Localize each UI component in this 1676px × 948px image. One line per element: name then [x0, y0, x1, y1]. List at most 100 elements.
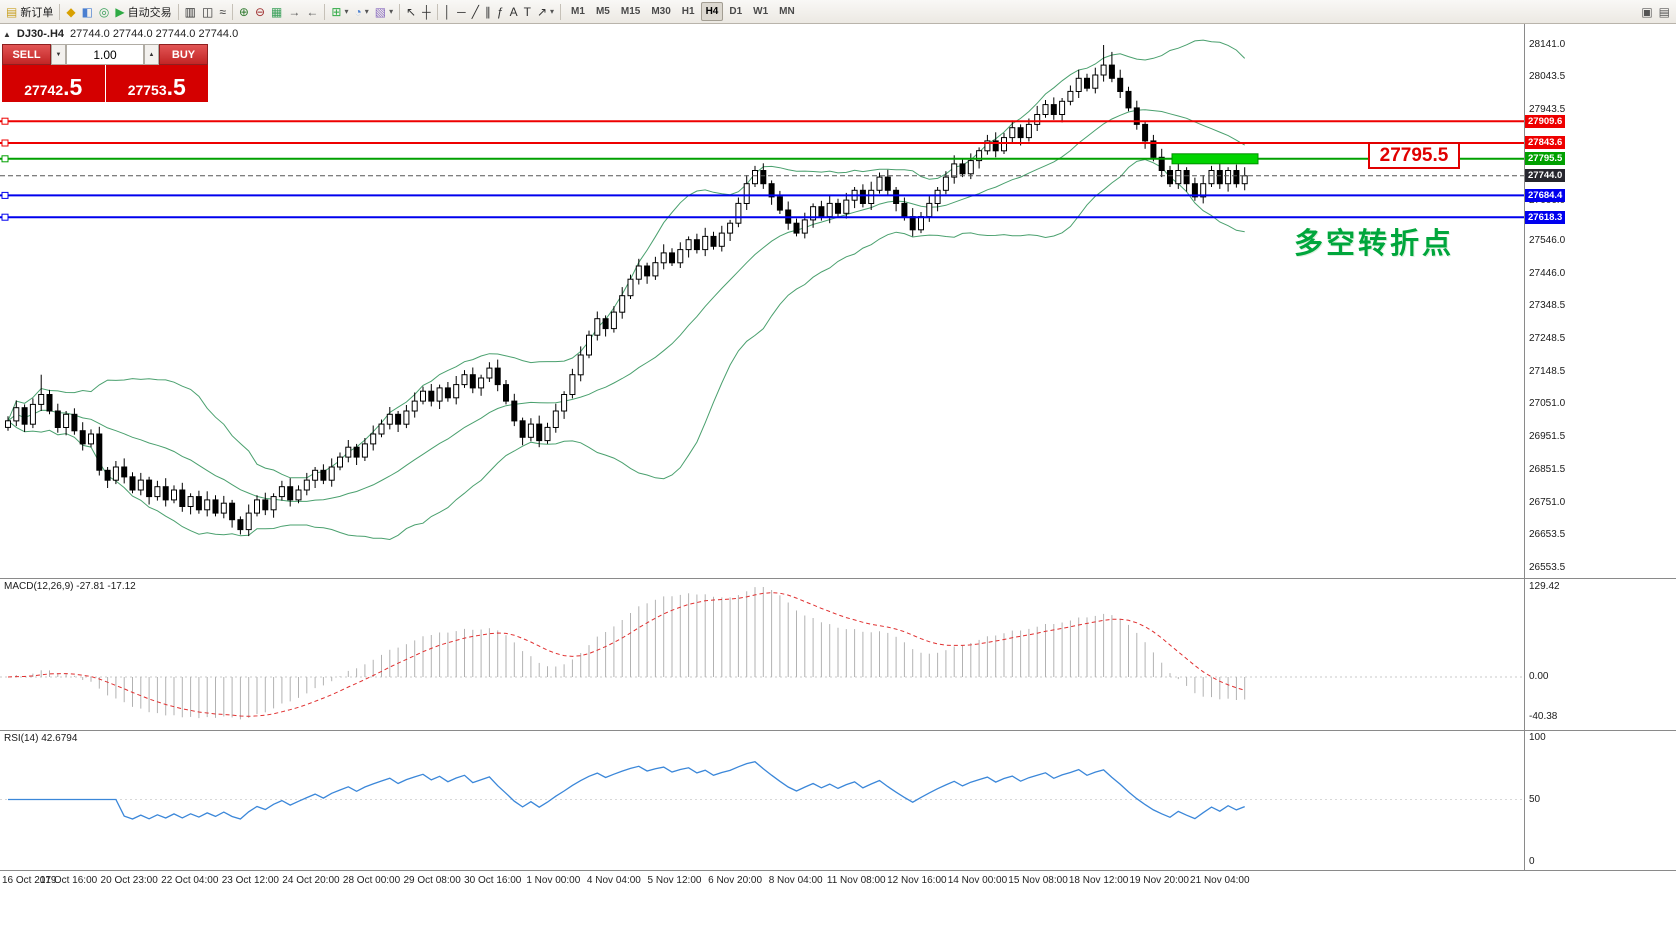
arrange-windows-button[interactable]: ▤	[1656, 2, 1673, 22]
bollinger-upper-band[interactable]	[7, 39, 1246, 479]
main-chart-panel: ▲ DJ30-.H4 27744.0 27744.0 27744.0 27744…	[0, 24, 1676, 578]
trendline-button[interactable]: ╱	[469, 2, 482, 22]
support-line-1-handle[interactable]	[1, 191, 9, 199]
cursor-button[interactable]: ↖	[403, 2, 419, 22]
trend-annotation[interactable]: 多空转折点	[1294, 228, 1455, 260]
price-callout[interactable]: 27795.5	[1368, 142, 1460, 169]
timeframe-group: M1 M5 M15 M30 H1 H4 D1 W1 MN	[566, 2, 800, 21]
macd-canvas[interactable]	[0, 579, 1524, 731]
price-tag-27795.5: 27795.5	[1525, 152, 1566, 166]
price-axis-label: 26751.0	[1529, 496, 1566, 508]
one-click-toggle-icon[interactable]: ▲	[3, 29, 11, 39]
resistance-line-1-handle[interactable]	[1, 117, 9, 125]
main-chart-canvas[interactable]	[0, 24, 1524, 578]
time-axis-label: 19 Nov 20:00	[1129, 875, 1189, 886]
zoom-out-button[interactable]: ⊖	[252, 2, 268, 22]
grid-button[interactable]: ▦	[268, 2, 285, 22]
timeframe-button-d1[interactable]: D1	[729, 6, 743, 17]
volume-input[interactable]: 1.00	[66, 44, 144, 65]
indicators-button[interactable]: ⊞ ▾	[328, 2, 351, 22]
symbol-name: DJ30-.H4	[16, 28, 64, 40]
timeframe-button-m15[interactable]: M15	[620, 6, 641, 17]
rsi-axis-label: 50	[1529, 794, 1541, 805]
indicators-icon: ⊞	[331, 4, 342, 19]
sell-price-main: 27742	[24, 82, 64, 98]
periods-button[interactable]: ◔ ▾	[351, 2, 371, 22]
vertical-line-button[interactable]: │	[441, 2, 455, 22]
channel-button[interactable]: ∥	[482, 2, 494, 22]
auto-scroll-button[interactable]: →	[285, 2, 303, 22]
rsi-canvas[interactable]	[0, 731, 1524, 871]
macd-header: MACD(12,26,9) -27.81 -17.12	[4, 581, 136, 592]
time-axis-label: 5 Nov 12:00	[647, 875, 702, 886]
symbols-button[interactable]: ◆	[63, 2, 78, 22]
time-axis-label: 1 Nov 00:00	[526, 875, 581, 886]
candlestick-chart-button[interactable]: ◫	[199, 2, 216, 22]
crosshair-button[interactable]: ┼	[419, 2, 434, 22]
buy-button[interactable]: BUY	[159, 44, 208, 65]
time-axis-label: 18 Nov 12:00	[1068, 875, 1129, 886]
auto-trading-button[interactable]: ▶ 自动交易	[112, 2, 174, 22]
rsi-axis-label: 100	[1529, 732, 1546, 743]
timeframe-button-m5[interactable]: M5	[595, 6, 610, 17]
time-axis-label: 8 Nov 04:00	[768, 875, 823, 886]
resistance-line-2-handle[interactable]	[1, 139, 9, 147]
price-axis-label: 27348.5	[1529, 300, 1566, 312]
timeframe-button-mn[interactable]: MN	[779, 6, 795, 17]
toolbar-separator	[231, 3, 233, 20]
bollinger-middle-band[interactable]	[7, 109, 1245, 502]
arrows-button[interactable]: ↗ ▾	[534, 2, 557, 22]
macd-signal-line	[7, 592, 1245, 717]
fibonacci-button[interactable]: ƒ	[494, 2, 507, 22]
symbol-ohlc-header: ▲ DJ30-.H4 27744.0 27744.0 27744.0 27744…	[3, 28, 238, 40]
buy-price-display[interactable]: 27753 .5	[105, 65, 208, 102]
time-axis-label: 17 Oct 16:00	[39, 875, 98, 886]
volume-decrease-button[interactable]: ▼	[51, 44, 66, 65]
zoom-in-button[interactable]: ⊕	[236, 2, 252, 22]
sell-price-display[interactable]: 27742 .5	[2, 65, 105, 102]
time-axis-label: 16 Oct 2019	[2, 875, 57, 886]
timeframe-button-w1[interactable]: W1	[753, 6, 769, 17]
label-icon: T	[523, 4, 531, 19]
time-axis-label: 28 Oct 00:00	[342, 875, 401, 886]
templates-button[interactable]: ▧ ▾	[372, 2, 396, 22]
macd-axis: 129.42 0.00 -40.38	[1524, 579, 1676, 730]
time-axis-label: 21 Nov 04:00	[1190, 875, 1250, 886]
order-ticket-icon: ▤	[6, 4, 18, 19]
chevron-down-icon: ▾	[389, 7, 394, 16]
fibonacci-icon: ƒ	[496, 4, 504, 19]
buy-price-main: 27753	[127, 82, 167, 98]
support-line-2-handle[interactable]	[1, 213, 9, 221]
line-chart-button[interactable]: ≈	[216, 2, 229, 22]
chart-shift-button[interactable]: ←	[303, 2, 321, 22]
macd-histogram	[15, 587, 1246, 720]
new-chart-window-button[interactable]: ▣	[1638, 2, 1655, 22]
text-button[interactable]: A	[507, 2, 521, 22]
time-axis-label: 24 Oct 20:00	[282, 875, 340, 886]
volume-increase-button[interactable]: ▲	[144, 44, 159, 65]
new-order-button[interactable]: ▤ 新订单	[3, 2, 56, 22]
chevron-down-icon: ▾	[364, 7, 369, 16]
bar-chart-button[interactable]: ▥	[182, 2, 199, 22]
toolbar-separator	[59, 3, 61, 20]
price-axis: 28141.028043.527943.527666.027546.027446…	[1524, 24, 1676, 578]
tile-windows-icon: ▤	[1658, 4, 1670, 19]
data-window-button[interactable]: ◧	[79, 2, 96, 22]
horizontal-line-button[interactable]: ─	[454, 2, 469, 22]
timeframe-button-h4[interactable]: H4	[700, 2, 724, 21]
zoom-in-icon: ⊕	[238, 4, 249, 19]
sell-button[interactable]: SELL	[2, 44, 51, 65]
timeframe-button-m1[interactable]: M1	[571, 6, 585, 17]
timeframe-button-h1[interactable]: H1	[681, 6, 695, 17]
pivot-line-green-handle[interactable]	[1, 155, 9, 163]
bollinger-lower-band[interactable]	[7, 158, 1245, 541]
navigator-button[interactable]: ◎	[96, 2, 112, 22]
support-highlight-bar[interactable]	[1171, 153, 1259, 165]
vertical-line-icon: │	[443, 4, 452, 19]
time-axis-label: 20 Oct 23:00	[100, 875, 158, 886]
cursor-icon: ↖	[406, 4, 417, 19]
label-button[interactable]: T	[521, 2, 534, 22]
symbol-ohlc-values: 27744.0 27744.0 27744.0 27744.0	[70, 28, 239, 40]
chevron-up-icon: ▲	[148, 51, 155, 58]
timeframe-button-m30[interactable]: M30	[651, 6, 671, 17]
